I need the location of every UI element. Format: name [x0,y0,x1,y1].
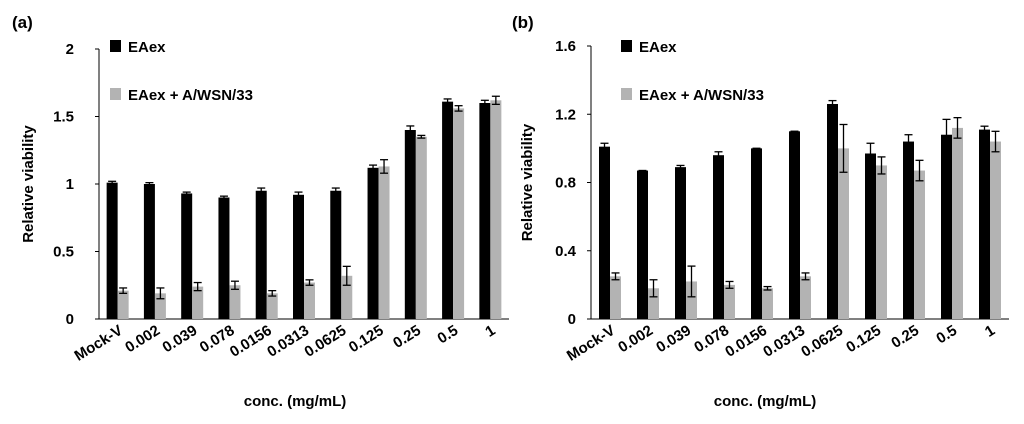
y-tick-label: 0.4 [555,243,577,260]
chart-panel-b: (b) 0 0.4 0.8 1.2 1.6 Relative viability Mock-V… [512,13,1009,410]
bar [218,197,230,319]
bar [827,104,838,319]
bar [229,285,241,319]
bar [914,170,925,319]
bar [154,293,166,319]
bar [378,166,390,319]
bar [941,134,952,319]
legend-label: EAex [128,39,166,56]
y-tick-label: 1 [66,176,74,193]
bar [192,286,204,319]
x-tick-label: 0.002 [615,322,656,356]
panel-label: (a) [12,13,33,32]
panel-label: (b) [512,13,534,32]
bar [979,129,990,319]
bar [106,182,118,319]
bar [648,288,659,319]
x-tick-label: 0.039 [653,322,694,356]
legend-label: EAex [639,39,677,56]
x-axis-title: conc. (mg/mL) [244,393,347,410]
y-tick-label: 1.2 [555,106,576,123]
bar [876,165,887,319]
bar [610,276,621,319]
bar [330,190,342,319]
legend-swatch [110,88,121,100]
bar [990,141,1001,319]
y-tick-label: 2 [66,41,74,58]
bar [415,136,427,319]
y-axis-title: Relative viability [20,125,37,243]
x-tick-label: 1 [982,322,998,341]
x-tick-label: 0.125 [346,322,387,356]
x-tick-label: 0.039 [159,322,200,356]
bar [404,130,416,319]
x-tick-label: 0.25 [390,322,424,352]
bar [838,148,849,319]
bar [304,282,315,319]
x-tick-label: 1 [482,322,498,341]
x-tick-label: 0.25 [888,322,922,352]
bar [490,100,502,319]
x-tick-label: 0.5 [933,322,960,347]
x-tick-label: 0.0625 [301,322,349,361]
bar [686,281,697,319]
x-tick-label: Mock-V [72,322,126,365]
bar [675,167,686,319]
bar [266,293,278,319]
y-tick-label: 0.8 [555,175,576,192]
bar [293,194,304,319]
x-tick-label: 0.0313 [760,322,808,361]
legend-label: EAex + A/WSN/33 [639,87,764,104]
bar [762,288,773,319]
x-axis-title: conc. (mg/mL) [714,393,817,410]
legend-label: EAex + A/WSN/33 [128,87,253,104]
bar [952,127,963,320]
y-tick-label: 0 [568,311,576,328]
x-tick-label: 0.0156 [722,322,770,361]
x-tick-label: Mock-V [564,322,618,365]
bar [903,141,914,319]
bar [800,276,811,319]
y-tick-label: 0.5 [53,244,74,261]
x-tick-label: 0.0156 [227,322,275,361]
bar [442,101,454,320]
bar [341,275,353,319]
bar [713,155,724,319]
bar [599,146,610,319]
x-tick-label: 0.0313 [264,322,312,361]
bar [724,284,735,319]
bar [453,108,465,320]
y-axis-title: Relative viability [519,123,536,241]
bar [117,290,129,319]
bar [789,131,800,319]
y-tick-label: 1.6 [555,38,576,55]
legend-swatch [621,40,632,52]
x-tick-label: 0.125 [843,322,884,356]
legend-swatch [621,88,632,100]
bar [637,170,648,319]
bar [865,153,876,319]
chart-panel-a: (a) 0 0.5 1 1.5 2 Relative viability Mock-V0.00… [12,13,509,410]
bar [479,103,491,319]
x-tick-label: 0.002 [122,322,163,356]
bar [181,193,193,319]
y-tick-label: 1.5 [53,109,74,126]
x-tick-label: 0.0625 [798,322,846,361]
bar [751,148,762,319]
bar [255,190,267,319]
x-tick-label: 0.5 [435,322,462,347]
bar [143,184,155,319]
legend-swatch [110,40,121,52]
bar [367,167,379,319]
y-tick-label: 0 [66,311,74,328]
